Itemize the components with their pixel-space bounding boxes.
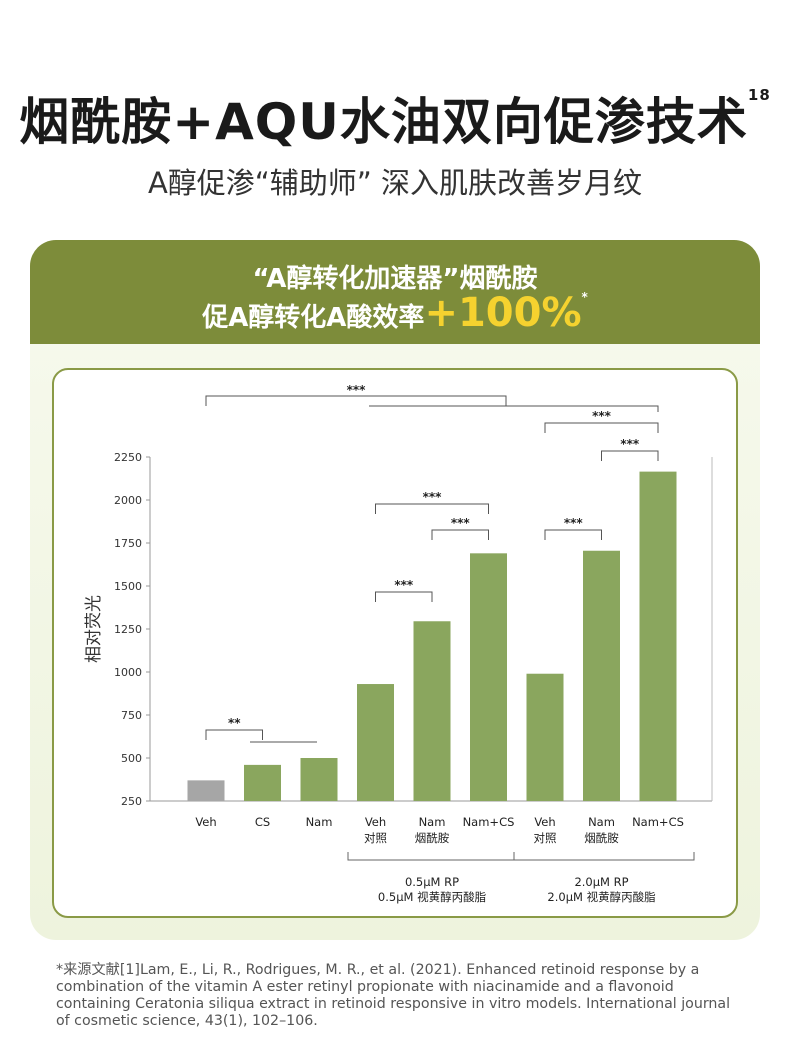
title-footnote: 18 — [747, 86, 771, 104]
significance-label: *** — [592, 409, 612, 423]
y-tick-label: 1250 — [114, 623, 142, 636]
significance-bracket — [544, 529, 602, 540]
significance-bracket — [205, 729, 263, 740]
x-tick-label: Nam — [419, 815, 446, 829]
y-tick-label: 1000 — [114, 666, 142, 679]
card-headline-2: 促A醇转化A酸效率+100%* — [30, 290, 760, 336]
x-tick-label: Nam+CS — [463, 815, 515, 829]
significance-label: *** — [394, 578, 414, 592]
y-tick-label: 750 — [121, 709, 142, 722]
page-subtitle: A醇促渗“辅助师” 深入肌肤改善岁月纹 — [147, 166, 643, 200]
x-tick-label: Nam — [306, 815, 333, 829]
significance-bracket — [601, 450, 659, 461]
y-tick-label: 2250 — [114, 451, 142, 464]
x-tick-sublabel: 对照 — [534, 831, 557, 845]
significance-bracket — [205, 395, 507, 406]
significance-label: *** — [423, 490, 443, 504]
significance-label: ** — [228, 716, 241, 730]
significance-bracket — [375, 503, 489, 514]
group-label: 0.5μM RP — [405, 875, 459, 889]
bar — [244, 764, 281, 801]
x-tick-label: Veh — [365, 815, 386, 829]
card-header: “A醇转化加速器”烟酰胺 促A醇转化A酸效率+100%* — [30, 240, 760, 344]
significance-label: *** — [347, 383, 367, 397]
y-tick-label: 1750 — [114, 537, 142, 550]
efficacy-percent: +100% — [424, 290, 582, 336]
x-tick-sublabel: 烟酰胺 — [415, 831, 450, 845]
page-title: 烟酰胺+AQU水油双向促渗技术18 — [0, 82, 790, 154]
bar — [413, 621, 451, 801]
group-sublabel: 0.5μM 视黄醇丙酸脂 — [378, 890, 486, 904]
significance-bracket — [431, 529, 489, 540]
y-tick-label: 250 — [121, 795, 142, 808]
card-headline-2-text: 促A醇转化A酸效率 — [202, 303, 425, 333]
x-tick-label: Nam — [588, 815, 615, 829]
bar — [357, 684, 394, 801]
chart-frame — [52, 368, 738, 918]
x-tick-sublabel: 烟酰胺 — [584, 831, 619, 845]
bar — [526, 673, 564, 801]
bar — [639, 471, 677, 801]
y-axis-label: 相对荧光 — [84, 595, 104, 663]
group-label: 2.0μM RP — [574, 875, 628, 889]
card-headline-1: “A醇转化加速器”烟酰胺 — [252, 264, 538, 294]
significance-label: *** — [451, 516, 471, 530]
significance-bracket — [375, 591, 433, 602]
x-tick-label: Veh — [534, 815, 555, 829]
y-tick-label: 2000 — [114, 494, 142, 507]
group-sublabel: 2.0μM 视黄醇丙酸脂 — [547, 890, 655, 904]
x-tick-sublabel: 对照 — [364, 831, 387, 845]
x-tick-label: CS — [255, 815, 270, 829]
significance-label: *** — [620, 437, 640, 451]
group-bracket — [513, 852, 695, 861]
significance-bracket — [369, 405, 659, 412]
significance-label: *** — [564, 516, 584, 530]
x-tick-label: Veh — [195, 815, 216, 829]
x-tick-label: Nam+CS — [632, 815, 684, 829]
significance-bracket — [544, 422, 659, 433]
y-tick-label: 1500 — [114, 580, 142, 593]
efficacy-footnote-mark: * — [581, 290, 588, 304]
bar — [187, 780, 225, 801]
bar — [583, 550, 620, 801]
group-bracket — [347, 852, 515, 861]
reference-citation: *来源文献[1]Lam, E., Li, R., Rodrigues, M. R… — [56, 962, 731, 1029]
y-tick-label: 500 — [121, 752, 142, 765]
title-text: 烟酰胺+AQU水油双向促渗技术 — [19, 93, 748, 151]
bar — [300, 758, 338, 801]
bar — [470, 553, 507, 801]
